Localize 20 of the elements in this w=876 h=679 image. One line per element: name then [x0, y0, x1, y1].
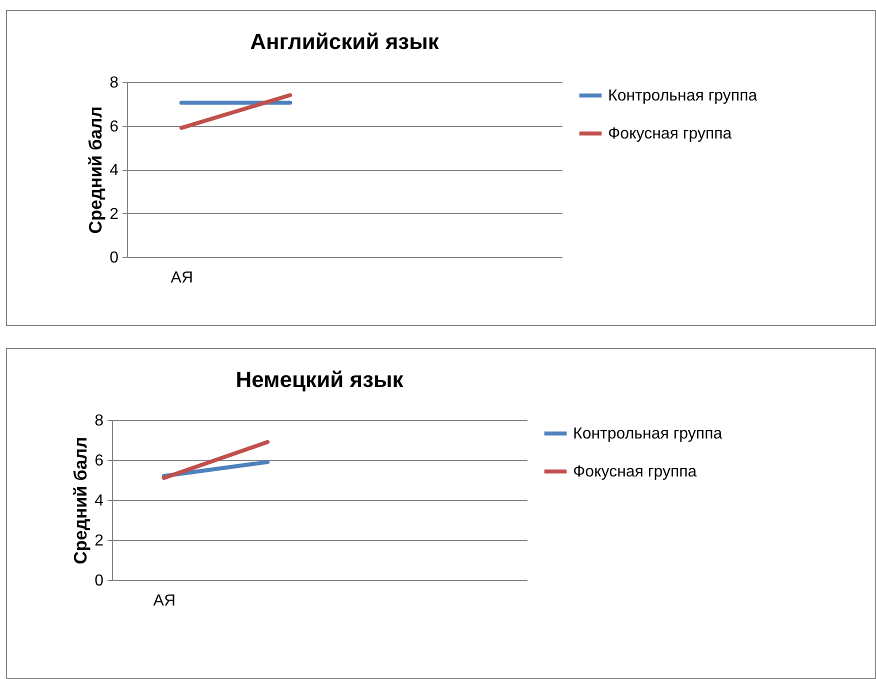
- y-tick-label: 2: [110, 206, 119, 223]
- y-tick-label: 8: [110, 74, 119, 92]
- x-tick-label: АЯ: [170, 270, 193, 286]
- legend-label: Контрольная группа: [573, 426, 722, 442]
- y-tick-label: 0: [110, 250, 119, 266]
- legend-label: Фокусная группа: [608, 126, 732, 142]
- y-tick-label: 8: [94, 412, 104, 430]
- legend-label: Контрольная группа: [608, 88, 758, 104]
- chart-title: Английский язык: [250, 29, 440, 54]
- legend-label: Фокусная группа: [573, 464, 697, 480]
- y-tick-label: 4: [94, 492, 104, 510]
- x-tick-label: АЯ: [153, 592, 176, 610]
- y-axis-title: Средний балл: [86, 106, 106, 234]
- y-tick-label: 0: [94, 572, 104, 590]
- y-tick-label: 6: [110, 118, 119, 136]
- y-tick-label: 2: [94, 532, 104, 550]
- y-tick-label: 4: [110, 162, 119, 179]
- y-axis-title: Средний балл: [70, 436, 91, 564]
- chart-title: Немецкий язык: [236, 367, 404, 392]
- y-tick-label: 6: [94, 452, 104, 470]
